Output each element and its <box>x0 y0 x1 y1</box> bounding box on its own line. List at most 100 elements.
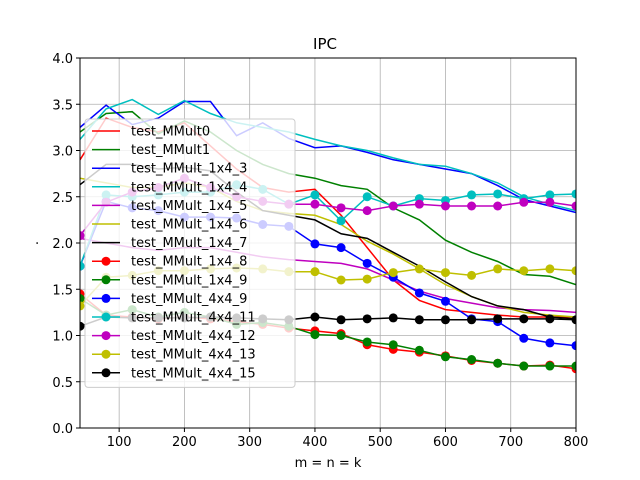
data-point <box>310 330 320 340</box>
data-point <box>362 314 372 324</box>
x-axis-label: m = n = k <box>295 456 362 471</box>
data-point <box>493 189 503 199</box>
data-point <box>310 239 320 249</box>
data-point <box>80 321 85 331</box>
legend-marker <box>101 331 111 341</box>
data-point <box>414 199 424 209</box>
data-point <box>388 340 398 350</box>
data-point <box>310 267 320 277</box>
legend-item: test_MMult_4x4_15 <box>92 366 256 381</box>
data-point <box>545 314 555 324</box>
data-point <box>336 275 346 285</box>
data-point <box>414 264 424 274</box>
y-tick-label: 4.0 <box>52 52 73 67</box>
data-point <box>519 361 529 371</box>
data-point <box>467 315 477 325</box>
legend-item: test_MMult_4x4_13 <box>92 348 256 363</box>
data-point <box>519 197 529 207</box>
series-line-test-mmult-1x4-3 <box>80 100 576 214</box>
legend-label: test_MMult_4x4_15 <box>131 366 256 381</box>
data-point <box>310 190 320 200</box>
y-tick-label: 3.5 <box>52 98 73 113</box>
y-tick-label: 1.0 <box>52 330 73 345</box>
data-point <box>414 288 424 298</box>
data-point <box>467 201 477 211</box>
legend-label: test_MMult_1x4_4 <box>131 180 247 195</box>
data-point <box>545 361 555 371</box>
data-point <box>493 201 503 211</box>
legend-item: test_MMult_1x4_3 <box>92 162 247 177</box>
data-point <box>467 355 477 365</box>
data-point <box>519 266 529 276</box>
data-point <box>467 270 477 280</box>
legend-item: test_MMult_1x4_4 <box>92 180 247 195</box>
legend: test_MMult0 test_MMult1 test_MMult_1x4_3te… <box>84 118 296 388</box>
data-point <box>388 268 398 278</box>
data-point <box>336 243 346 253</box>
legend-item: test_MMult_4x4_11 <box>92 311 256 326</box>
data-point <box>388 313 398 323</box>
x-tick-label: 200 <box>172 435 197 450</box>
y-tick-label: 0.5 <box>52 376 73 391</box>
legend-marker <box>101 368 111 378</box>
data-point <box>571 361 576 371</box>
data-point <box>493 264 503 274</box>
legend-item: test_MMult1 <box>92 143 210 158</box>
data-point <box>440 296 450 306</box>
legend-marker <box>101 312 111 322</box>
legend-label: test_MMult_4x4_13 <box>131 348 256 363</box>
legend-box <box>84 118 296 388</box>
legend-label: test_MMult1 <box>131 143 210 158</box>
x-tick-label: 400 <box>303 435 328 450</box>
legend-marker <box>101 256 111 266</box>
y-tick-label: 0.0 <box>52 422 73 437</box>
legend-label: test_MMult_4x4_9 <box>131 292 247 307</box>
data-point <box>440 352 450 362</box>
data-point <box>310 199 320 209</box>
data-point <box>336 216 346 226</box>
data-point <box>440 201 450 211</box>
legend-label: test_MMult_1x4_8 <box>131 255 247 270</box>
data-point <box>545 338 555 348</box>
data-point <box>545 197 555 207</box>
chart-title: IPC <box>313 35 337 53</box>
x-tick-label: 500 <box>368 435 393 450</box>
legend-label: test_MMult_1x4_5 <box>131 199 247 214</box>
legend-item: test_MMult_1x4_9 <box>92 273 247 288</box>
legend-label: test_MMult_1x4_6 <box>131 218 247 233</box>
legend-label: test_MMult0 <box>131 125 210 140</box>
y-axis-label: . <box>27 241 42 245</box>
data-point <box>571 315 576 325</box>
data-point <box>80 261 85 271</box>
y-tick-label: 1.5 <box>52 283 73 298</box>
legend-marker <box>101 349 111 359</box>
x-tick-label: 300 <box>237 435 262 450</box>
legend-marker <box>101 293 111 303</box>
data-point <box>440 268 450 278</box>
legend-item: test_MMult_4x4_12 <box>92 329 256 344</box>
x-tick-label: 800 <box>564 435 589 450</box>
data-point <box>440 315 450 325</box>
data-point <box>519 314 529 324</box>
data-point <box>362 206 372 216</box>
data-point <box>388 201 398 211</box>
data-point <box>362 337 372 347</box>
y-tick-label: 2.5 <box>52 191 73 206</box>
data-point <box>362 274 372 284</box>
data-point <box>80 301 85 311</box>
legend-item: test_MMult0 <box>92 125 210 140</box>
series-test-mmult-1x4-3 <box>80 100 576 214</box>
data-point <box>545 264 555 274</box>
legend-item: test_MMult_1x4_8 <box>92 255 247 270</box>
data-point <box>414 345 424 355</box>
x-tick-label: 100 <box>107 435 132 450</box>
legend-label: test_MMult_4x4_12 <box>131 329 256 344</box>
axis-ticks: 100 200 300 400 500 600 700 800 0.0 0.5 1.0 1.5 2.0 2… <box>52 52 588 450</box>
data-point <box>493 314 503 324</box>
data-point <box>414 315 424 325</box>
x-tick-label: 600 <box>433 435 458 450</box>
y-tick-label: 2.0 <box>52 237 73 252</box>
legend-label: test_MMult_1x4_9 <box>131 273 247 288</box>
legend-item: test_MMult_1x4_6 <box>92 218 247 233</box>
